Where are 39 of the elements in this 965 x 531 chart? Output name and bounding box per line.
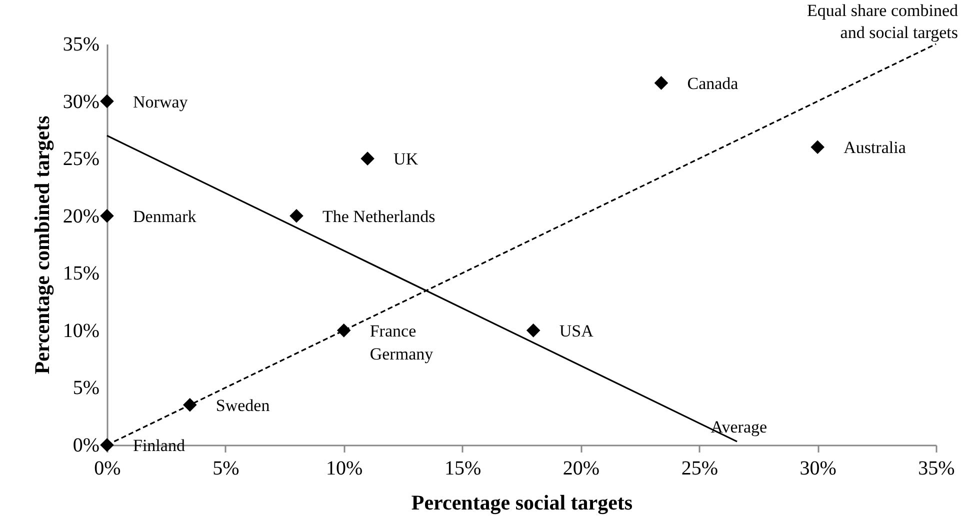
y-axis-title: Percentage combined targets: [30, 116, 54, 374]
point: [526, 324, 540, 338]
point: [336, 324, 351, 338]
x-tick-label: 30%: [800, 458, 836, 480]
series-label: Average: [710, 418, 768, 437]
y-tick-label: 0%: [72, 434, 100, 456]
point: [183, 398, 197, 412]
annotation: France Germany: [370, 321, 434, 364]
annotation: Norway: [133, 92, 188, 112]
x-axis-title: Percentage social targets: [411, 490, 633, 514]
y-tick-label: 30%: [62, 90, 100, 113]
point: [290, 208, 304, 223]
point: [654, 76, 668, 90]
annotation: Australia: [844, 138, 906, 158]
y-tick-label: 10%: [62, 320, 100, 342]
annotation: Finland: [133, 436, 186, 455]
point: [100, 94, 114, 108]
x-tick-label: 10%: [326, 458, 363, 480]
x-tick-label: 20%: [562, 458, 600, 480]
y-tick-label: 25%: [62, 148, 100, 170]
annotation: Canada: [687, 74, 739, 93]
x-tick-label: 15%: [444, 458, 482, 480]
point: [360, 152, 374, 166]
y-tick-label: 15%: [62, 262, 100, 285]
annotation: Denmark: [133, 206, 197, 226]
annotation: USA: [559, 321, 594, 340]
annotation: The Netherlands: [322, 206, 436, 226]
point: [810, 140, 824, 154]
y-tick-label: 5%: [72, 377, 100, 400]
annotation: UK: [394, 150, 419, 169]
x-tick-label: 25%: [681, 458, 718, 480]
y-tick-label: 20%: [62, 205, 100, 228]
x-tick-label: 5%: [212, 458, 240, 480]
x-tick-label: 35%: [918, 458, 955, 480]
x-tick-label: 0%: [94, 458, 121, 480]
point: [100, 208, 114, 223]
y-tick-label: 35%: [62, 34, 100, 56]
series-label: Equal share combined and social targets: [806, 1, 958, 42]
annotation: Sweden: [216, 396, 270, 415]
